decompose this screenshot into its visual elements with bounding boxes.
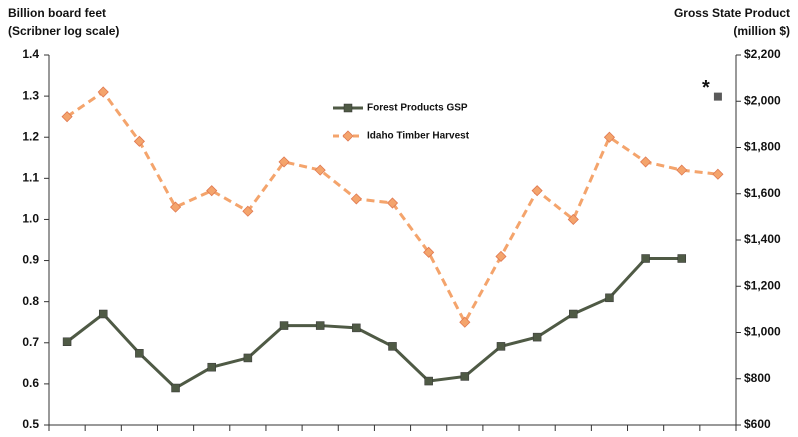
data-point <box>206 185 218 197</box>
right-axis-title: (million $) <box>733 24 790 38</box>
data-point <box>424 376 433 386</box>
y2-tick-label: $1,400 <box>744 232 781 246</box>
y-tick-label: 1.4 <box>22 47 39 61</box>
data-point <box>531 185 543 197</box>
data-point <box>98 309 108 319</box>
data-point <box>640 156 652 168</box>
data-point <box>62 337 72 346</box>
data-point <box>460 372 470 381</box>
data-point <box>242 205 254 217</box>
data-point <box>676 164 688 176</box>
y2-tick-label: $800 <box>744 371 771 385</box>
data-point <box>495 250 507 263</box>
data-point <box>712 168 724 180</box>
data-point <box>496 342 506 351</box>
y2-tick-label: $1,000 <box>744 325 781 339</box>
y-tick-label: 1.1 <box>22 171 39 185</box>
series-line <box>66 257 682 390</box>
data-point <box>207 362 216 372</box>
data-point <box>61 111 73 123</box>
right-axis-title: Gross State Product <box>674 6 790 20</box>
data-point <box>169 201 182 213</box>
y-tick-label: 0.5 <box>22 417 39 431</box>
data-point <box>97 86 109 98</box>
data-point <box>386 197 399 209</box>
data-point <box>133 135 145 147</box>
y-tick-label: 0.6 <box>22 376 39 390</box>
y2-tick-label: $2,200 <box>744 47 781 61</box>
y2-tick-label: $2,000 <box>744 93 781 107</box>
legend-marker <box>343 103 353 113</box>
data-point <box>278 156 290 168</box>
left-axis-title: Billion board feet <box>8 6 106 20</box>
data-point <box>423 246 435 258</box>
data-point <box>567 213 579 226</box>
y2-tick-label: $600 <box>744 417 771 431</box>
legend-label: Forest Products GSP <box>367 103 468 114</box>
data-point <box>135 349 144 358</box>
data-point <box>388 342 397 351</box>
data-point <box>314 164 326 176</box>
y-tick-label: 1.3 <box>22 88 39 102</box>
legend-label: Idaho Timber Harvest <box>367 131 470 142</box>
left-axis-title: (Scribner log scale) <box>8 24 119 38</box>
estimate-point <box>713 92 722 101</box>
y2-tick-label: $1,600 <box>744 186 781 200</box>
data-point <box>279 321 289 330</box>
estimate-note: * <box>702 77 710 99</box>
data-point <box>315 321 325 330</box>
data-point <box>459 316 471 328</box>
data-point <box>605 293 614 303</box>
y2-tick-label: $1,200 <box>744 278 781 292</box>
y-tick-label: 1.0 <box>22 212 39 226</box>
legend-marker <box>342 130 354 142</box>
data-point <box>532 332 542 342</box>
data-point <box>171 383 180 393</box>
y-tick-label: 1.2 <box>22 129 39 143</box>
data-point <box>352 323 361 333</box>
data-point <box>350 193 362 205</box>
data-point <box>243 353 253 363</box>
data-point <box>677 254 687 263</box>
y-tick-label: 0.7 <box>22 335 39 349</box>
data-point <box>641 254 650 263</box>
data-point <box>603 131 616 143</box>
y-tick-label: 0.8 <box>22 294 39 308</box>
y-tick-label: 0.9 <box>22 253 39 267</box>
data-point <box>569 309 578 319</box>
y2-tick-label: $1,800 <box>744 140 781 154</box>
